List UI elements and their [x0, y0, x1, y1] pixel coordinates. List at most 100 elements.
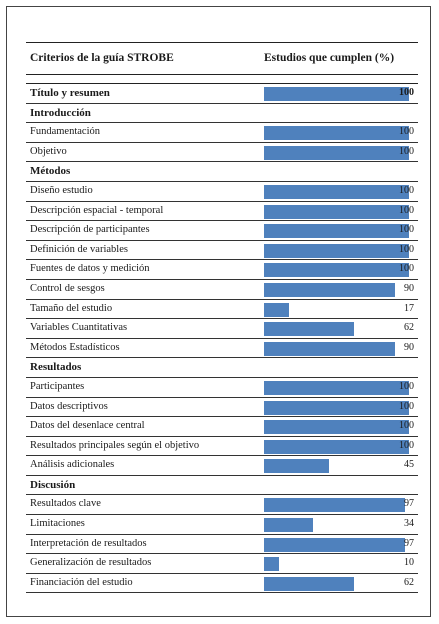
criterion-label: Descripción de participantes [30, 224, 150, 236]
figure-frame: Criterios de la guía STROBE Estudios que… [6, 6, 431, 617]
bar-value-label: 34 [404, 518, 414, 530]
header-gap [26, 75, 418, 84]
table-row: Diseño estudio 100 [26, 182, 418, 202]
table-row: Descripción espacial - temporal 100 [26, 202, 418, 222]
criterion-label: Tamaño del estudio [30, 302, 113, 314]
table-row: Limitaciones 34 [26, 515, 418, 535]
bar [264, 243, 409, 258]
bar-value-label: 100 [399, 87, 414, 98]
table-row: Participantes 100 [26, 378, 418, 398]
bar [264, 322, 354, 337]
criterion-label: Interpretación de resultados [30, 537, 147, 549]
table-row: Descripción de participantes 100 [26, 221, 418, 241]
table-row: Fundamentación 100 [26, 123, 418, 143]
bar-value-label: 45 [404, 459, 414, 471]
section-label: Introducción [30, 106, 91, 119]
table-row: Resultados clave 97 [26, 495, 418, 516]
bar [264, 224, 409, 239]
criterion-label: Objetivo [30, 145, 67, 157]
bar [264, 420, 409, 435]
bar [264, 576, 354, 591]
table-row: Resultados principales según el objetivo… [26, 437, 418, 457]
table-row: Objetivo 100 [26, 143, 418, 163]
criterion-label: Definición de variables [30, 243, 128, 255]
bar [264, 145, 409, 160]
studies-column-header: Estudios que cumplen (%) [264, 52, 395, 64]
bar [264, 518, 314, 533]
criterion-label: Generalización de resultados [30, 557, 152, 569]
section-label: Discusión [30, 478, 76, 491]
section-row: Introducción [26, 104, 418, 124]
bar-value-label: 90 [404, 341, 414, 353]
table-row: Financiación del estudio 62 [26, 574, 418, 594]
bar [264, 302, 289, 317]
bar-value-label: 100 [399, 204, 414, 216]
bar [264, 282, 395, 297]
criterion-label: Participantes [30, 380, 85, 392]
table-row: Definición de variables 100 [26, 241, 418, 261]
strobe-table: Criterios de la guía STROBE Estudios que… [26, 42, 418, 594]
criterion-label: Limitaciones [30, 518, 85, 530]
bar [264, 380, 409, 395]
bar-value-label: 100 [399, 400, 414, 412]
bar-value-label: 17 [404, 302, 414, 314]
section-label: Título y resumen [30, 87, 110, 99]
bar-value-label: 100 [399, 126, 414, 138]
section-row: Métodos [26, 162, 418, 182]
bar [264, 204, 409, 219]
criterion-label: Datos descriptivos [30, 400, 108, 412]
table-header: Criterios de la guía STROBE Estudios que… [26, 42, 418, 75]
section-label: Métodos [30, 165, 71, 178]
bar [264, 400, 409, 415]
table-row: Fuentes de datos y medición 100 [26, 260, 418, 280]
bar-value-label: 100 [399, 380, 414, 392]
table-row: Datos del desenlace central 100 [26, 417, 418, 437]
bar-value-label: 100 [399, 184, 414, 196]
bar [264, 439, 409, 454]
bar-value-label: 97 [404, 537, 414, 549]
criteria-column-header: Criterios de la guía STROBE [30, 52, 174, 64]
criterion-label: Financiación del estudio [30, 576, 133, 588]
section-row: Título y resumen 100 [26, 84, 418, 104]
criterion-label: Fuentes de datos y medición [30, 263, 150, 275]
section-row: Discusión [26, 476, 418, 496]
table-row: Datos descriptivos 100 [26, 398, 418, 418]
bar [264, 557, 279, 572]
bar-value-label: 100 [399, 439, 414, 451]
table-row: Variables Cuantitativas 62 [26, 319, 418, 339]
criterion-label: Control de sesgos [30, 282, 105, 294]
criterion-label: Fundamentación [30, 126, 100, 138]
criterion-label: Resultados clave [30, 498, 101, 510]
bar [264, 459, 330, 474]
bar-value-label: 100 [399, 263, 414, 275]
section-row: Resultados [26, 358, 418, 378]
bar-value-label: 62 [404, 322, 414, 334]
bar [264, 184, 409, 199]
criterion-label: Diseño estudio [30, 184, 93, 196]
bar [264, 341, 395, 356]
bar [264, 537, 405, 552]
criterion-label: Análisis adicionales [30, 459, 115, 471]
bar [264, 498, 405, 513]
bar-value-label: 100 [399, 243, 414, 255]
criterion-label: Descripción espacial - temporal [30, 204, 164, 216]
table-body: Título y resumen 100 Introducción Fundament… [26, 84, 418, 594]
bar [264, 126, 409, 141]
bar-value-label: 100 [399, 420, 414, 432]
table-row: Tamaño del estudio 17 [26, 300, 418, 320]
bar-value-label: 97 [404, 498, 414, 510]
criterion-label: Resultados principales según el objetivo [30, 439, 200, 451]
bar-value-label: 62 [404, 576, 414, 588]
criterion-label: Variables Cuantitativas [30, 322, 128, 334]
bar-value-label: 100 [399, 145, 414, 157]
bar [264, 263, 409, 278]
criterion-label: Datos del desenlace central [30, 420, 145, 432]
bar-value-label: 90 [404, 282, 414, 294]
bar-value-label: 100 [399, 224, 414, 236]
criterion-label: Métodos Estadísticos [30, 341, 120, 353]
bar-value-label: 10 [404, 557, 414, 569]
bar [264, 87, 409, 101]
section-label: Resultados [30, 361, 82, 374]
table-row: Métodos Estadísticos 90 [26, 339, 418, 359]
table-row: Control de sesgos 90 [26, 280, 418, 300]
